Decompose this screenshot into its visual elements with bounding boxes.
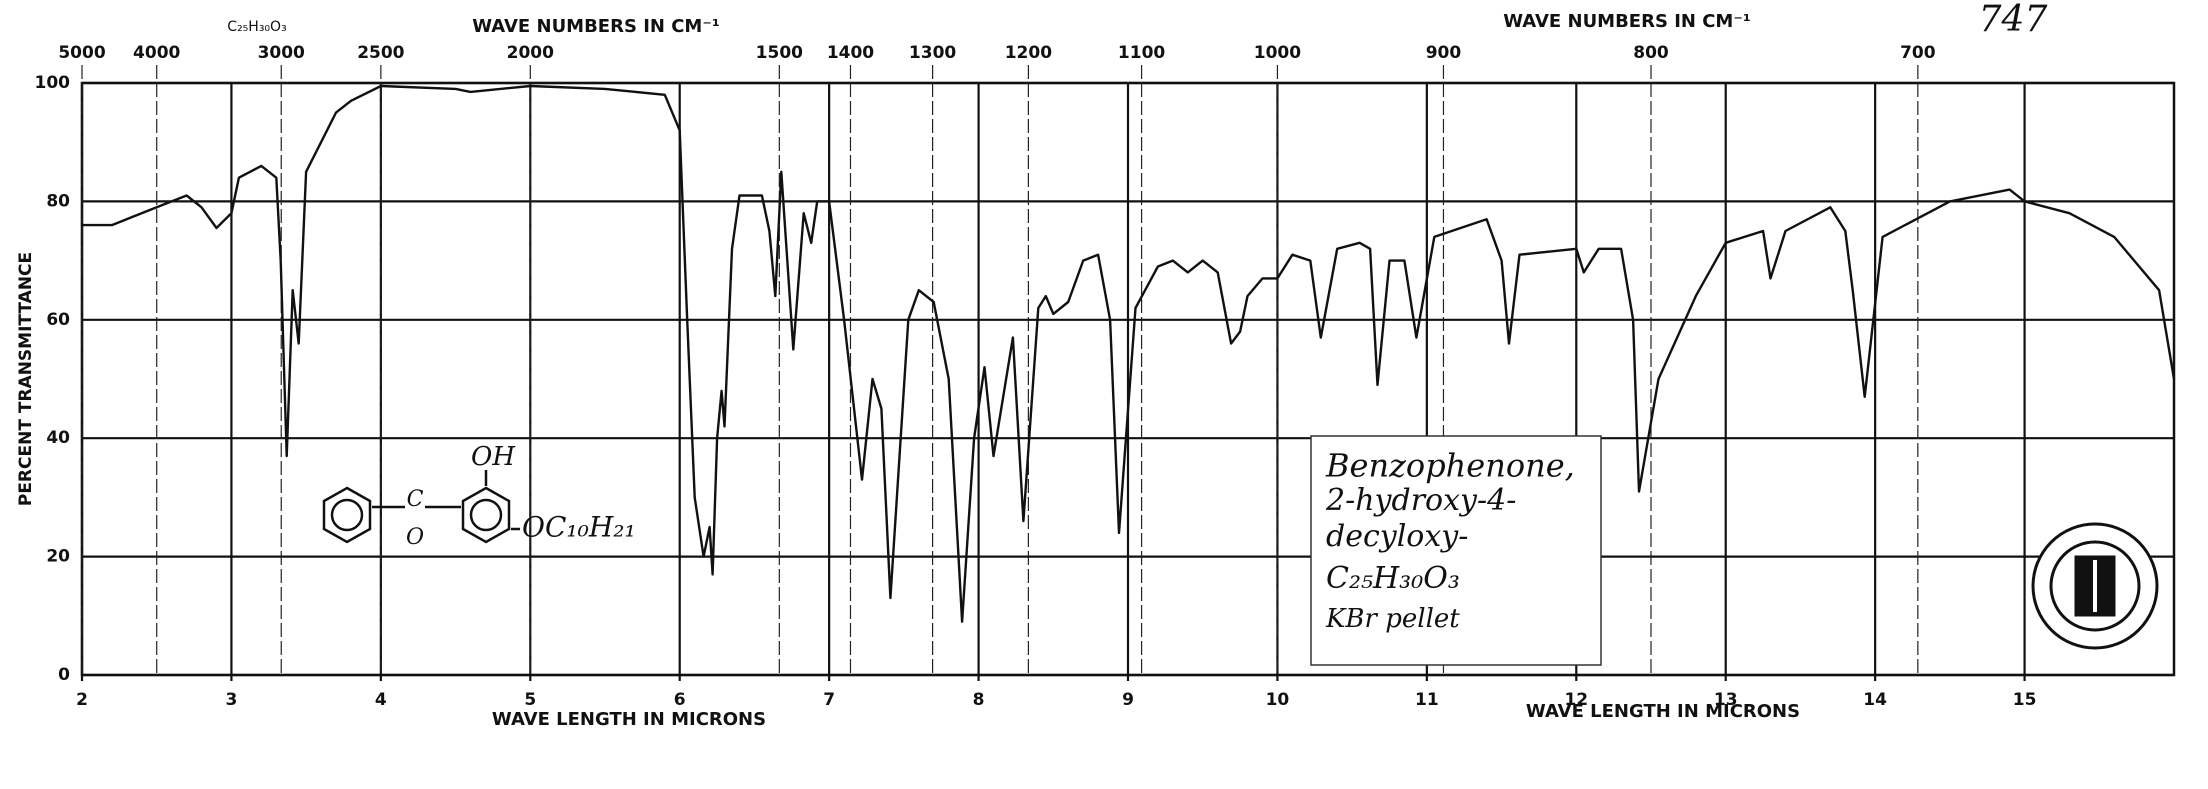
x-tick-label: 15 xyxy=(2013,690,2037,710)
x-tick-label: 3 xyxy=(226,690,238,710)
annotation-line: decyloxy- xyxy=(1326,519,1468,554)
x-axis-label: WAVE LENGTH IN MICRONS xyxy=(492,709,766,730)
ring-bond xyxy=(469,498,503,532)
x-tick-label: 7 xyxy=(823,690,835,710)
x2-tick-label: 1100 xyxy=(1118,43,1165,63)
x2-axis-label: WAVE NUMBERS IN CM⁻¹ xyxy=(1503,11,1750,32)
annotation-line: Benzophenone, xyxy=(1325,447,1575,485)
x-tick-label: 8 xyxy=(973,690,985,710)
benzene-ring xyxy=(461,486,511,544)
spectrum-line xyxy=(82,84,2176,623)
x-tick-label: 10 xyxy=(1266,690,1290,710)
annotation-box xyxy=(1310,435,1602,666)
annotation-line: C₂₅H₃₀O₃ xyxy=(1326,561,1460,596)
x2-tick-label: 800 xyxy=(1633,43,1669,63)
x-tick-label: 14 xyxy=(1863,690,1887,710)
x2-tick-label: 1500 xyxy=(756,43,803,63)
x2-tick-label: 900 xyxy=(1426,43,1462,63)
x-tick-label: 9 xyxy=(1122,690,1134,710)
y-tick-label: 80 xyxy=(46,191,70,211)
x-tick-label: 4 xyxy=(375,690,387,710)
x2-axis-label: WAVE NUMBERS IN CM⁻¹ xyxy=(472,16,719,37)
formula-header: C₂₅H₃₀O₃ xyxy=(227,19,286,35)
x2-tick-label: 700 xyxy=(1900,43,1936,63)
page-number: 747 xyxy=(1979,0,2048,40)
ring-bond xyxy=(330,498,364,532)
structure-label: OC₁₀H₂₁ xyxy=(522,511,636,544)
x-tick-label: 12 xyxy=(1564,690,1588,710)
x-tick-label: 6 xyxy=(674,690,686,710)
x2-tick-label: 3000 xyxy=(258,43,305,63)
x2-tick-label: 5000 xyxy=(58,43,105,63)
x2-tick-label: 1200 xyxy=(1005,43,1052,63)
structure-label: OH xyxy=(471,442,516,472)
y-tick-label: 0 xyxy=(58,665,70,685)
structure xyxy=(322,470,520,544)
logo xyxy=(2031,522,2159,650)
y-tick-label: 100 xyxy=(35,73,71,93)
x2-tick-label: 2000 xyxy=(507,43,554,63)
x2-tick-label: 1300 xyxy=(909,43,956,63)
x-tick-label: 13 xyxy=(1714,690,1738,710)
x2-tick-label: 2500 xyxy=(357,43,404,63)
y-tick-label: 60 xyxy=(46,310,70,330)
y-tick-label: 20 xyxy=(46,547,70,567)
x2-tick-label: 1400 xyxy=(827,43,874,63)
annotation-line: 2-hydroxy-4- xyxy=(1325,483,1516,518)
structure-label: C xyxy=(407,487,424,512)
structure-label: O xyxy=(406,525,424,550)
y-tick-label: 40 xyxy=(46,428,70,448)
x-tick-label: 11 xyxy=(1415,690,1439,710)
benzene-ring xyxy=(322,486,372,544)
x2-tick-label: 4000 xyxy=(133,43,180,63)
x-tick-label: 5 xyxy=(524,690,536,710)
annotation-line: KBr pellet xyxy=(1325,604,1460,634)
x2-tick-label: 1000 xyxy=(1254,43,1301,63)
y-axis-label: PERCENT TRANSMITTANCE xyxy=(16,252,36,506)
x-tick-label: 2 xyxy=(76,690,88,710)
x-axis-label: WAVE LENGTH IN MICRONS xyxy=(1526,701,1800,722)
plot-area: 0 20 40 60 80 100 2 3 4 5 6 7 8 9 10 11 12 13 14 15 5000 4000… xyxy=(35,43,2176,710)
